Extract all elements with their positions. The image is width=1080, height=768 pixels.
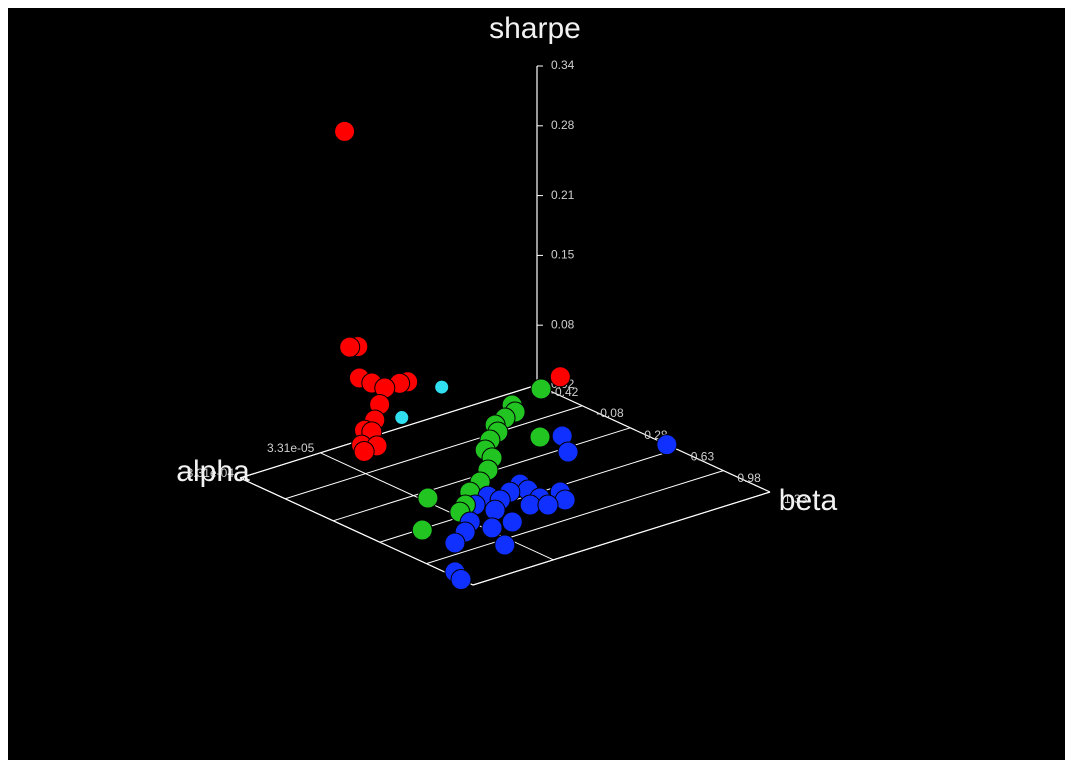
point xyxy=(529,426,551,448)
point xyxy=(549,366,571,388)
point xyxy=(411,519,433,541)
grid-line xyxy=(472,491,771,586)
x-axis-title: alpha xyxy=(176,455,250,488)
y-tick-label: 0.98 xyxy=(737,471,761,485)
point xyxy=(434,379,450,395)
y-tick-label: 0.63 xyxy=(691,449,715,463)
point xyxy=(530,378,552,400)
grid-line xyxy=(239,384,538,479)
point xyxy=(481,517,503,539)
point xyxy=(494,534,516,556)
floor-edge xyxy=(536,384,771,493)
point xyxy=(484,499,506,521)
point xyxy=(557,441,579,463)
point xyxy=(394,410,410,426)
point xyxy=(501,511,523,533)
point xyxy=(353,440,375,462)
x-tick-label: 3.31e-04 xyxy=(187,466,235,480)
y-axis-title: beta xyxy=(779,484,838,517)
z-tick-label: 0.08 xyxy=(551,317,575,331)
point xyxy=(656,434,678,456)
y-tick-label: 1.33 xyxy=(784,492,808,506)
grid-line xyxy=(285,405,583,500)
x-tick-label: 3.31e-05 xyxy=(267,441,315,455)
point xyxy=(519,494,541,516)
z-tick-label: 0.28 xyxy=(551,118,575,132)
y-tick-label: -0.08 xyxy=(596,406,624,420)
z-axis-title: sharpe xyxy=(489,12,581,45)
point xyxy=(537,494,559,516)
grid-line xyxy=(239,477,474,586)
point xyxy=(444,532,466,554)
z-tick-label: 0.15 xyxy=(551,248,575,262)
point xyxy=(334,120,356,142)
point xyxy=(417,487,439,509)
y-tick-label: -0.42 xyxy=(551,385,579,399)
z-tick-label: 0.21 xyxy=(551,188,575,202)
plot: -0.42 -0.08 0.28 0.63 0.98 1.33 3.31e-04 3.31e-… xyxy=(187,58,808,590)
grid-line xyxy=(426,470,724,565)
z-tick-label: 0.34 xyxy=(551,58,575,72)
point xyxy=(339,336,361,358)
point xyxy=(450,568,472,590)
